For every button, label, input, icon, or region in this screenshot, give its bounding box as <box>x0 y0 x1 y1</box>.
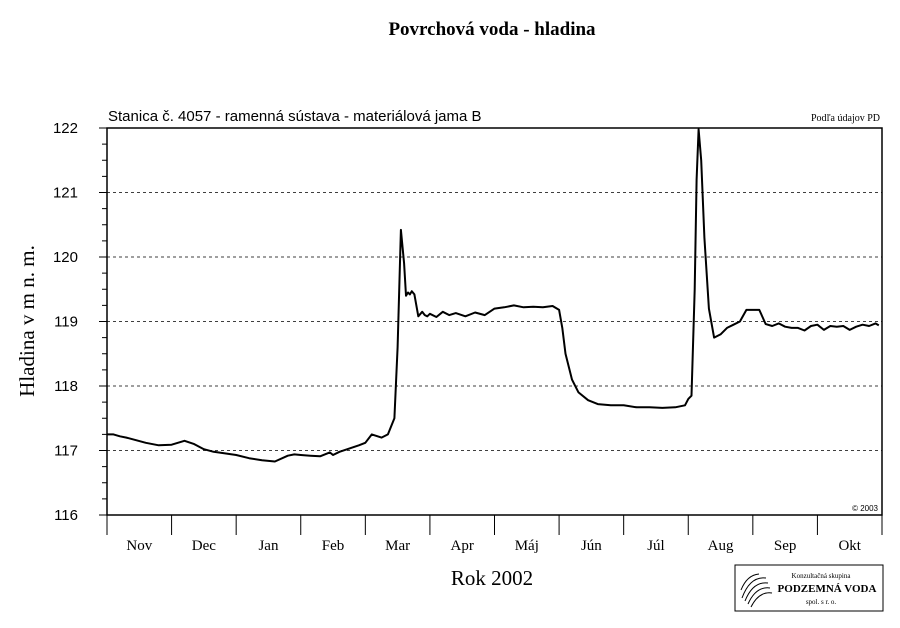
y-tick-label: 116 <box>54 507 78 524</box>
chart-title: Povrchová voda - hladina <box>388 19 596 40</box>
y-tick-label: 119 <box>54 314 78 331</box>
logo-line-1: Konzultačná skupina <box>792 572 852 580</box>
y-tick-label: 121 <box>53 185 78 202</box>
x-tick-label: Jan <box>258 538 278 554</box>
logo-emblem-icon <box>740 573 773 608</box>
series-line <box>107 128 880 463</box>
y-tick-label: 120 <box>53 249 78 266</box>
source-note: Podľa údajov PD <box>811 113 880 124</box>
x-tick-label: Apr <box>451 538 474 554</box>
y-tick-label: 122 <box>53 120 78 137</box>
x-tick-label: Máj <box>515 538 539 554</box>
y-axis-label: Hladina v m n. m. <box>15 245 39 397</box>
grid-lines <box>107 192 882 451</box>
x-tick-label: Nov <box>126 538 152 554</box>
y-tick-label: 117 <box>54 443 78 460</box>
x-tick-label: Sep <box>774 538 797 554</box>
x-axis-label: Rok 2002 <box>451 566 533 590</box>
x-tick-label: Feb <box>322 538 345 554</box>
x-tick-label: Okt <box>838 538 861 554</box>
chart-subtitle: Stanica č. 4057 - ramenná sústava - mate… <box>108 108 482 125</box>
logo-line-3: spol. s r. o. <box>806 598 837 606</box>
company-logo: Konzultačná skupina PODZEMNÁ VODA spol. … <box>734 564 884 612</box>
x-tick-label: Júl <box>647 538 665 554</box>
y-axis: 116 117 118 119 120 121 122 <box>53 120 107 524</box>
x-axis: Nov Dec Jan Feb Mar Apr Máj Jún Júl Aug Sep Okt <box>106 515 883 554</box>
x-tick-label: Aug <box>708 538 734 554</box>
x-tick-label: Mar <box>385 538 410 554</box>
logo-line-2: PODZEMNÁ VODA <box>778 583 877 595</box>
x-tick-label: Dec <box>192 538 216 554</box>
logo-frame <box>734 564 884 612</box>
y-tick-label: 118 <box>54 378 78 395</box>
x-tick-label: Jún <box>581 538 602 554</box>
copyright-note: © 2003 <box>852 504 878 513</box>
